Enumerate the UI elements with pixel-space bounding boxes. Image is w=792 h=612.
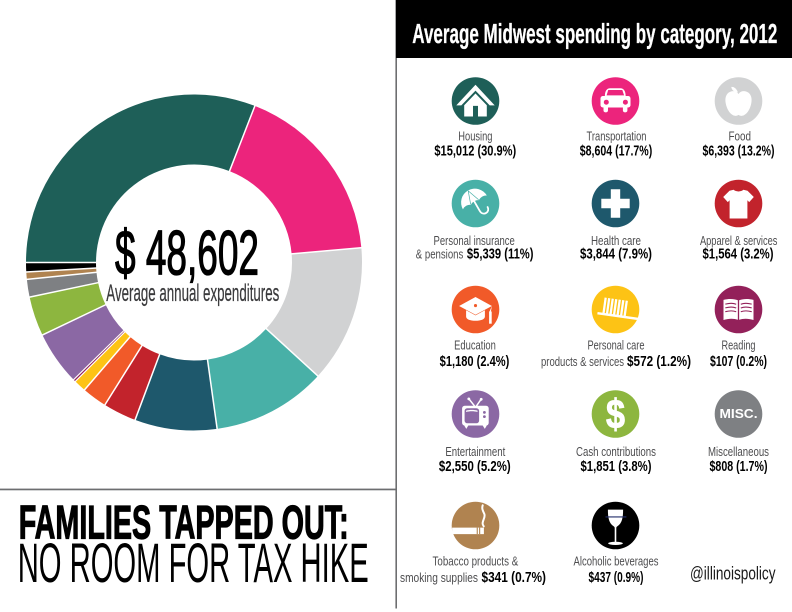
svg-text:$5,339 (11%): $5,339 (11%) <box>467 247 534 263</box>
svg-text:$1,851 (3.8%): $1,851 (3.8%) <box>581 459 652 475</box>
svg-text:products & services: products & services <box>541 354 624 369</box>
svg-text:NO ROOM FOR TAX HIKE: NO ROOM FOR TAX HIKE <box>18 531 369 594</box>
svg-text:$341 (0.7%): $341 (0.7%) <box>482 570 547 586</box>
svg-text:Cash contributions: Cash contributions <box>576 444 656 459</box>
svg-text:$1,180 (2.4%): $1,180 (2.4%) <box>440 354 510 370</box>
svg-text:$6,393 (13.2%): $6,393 (13.2%) <box>703 143 775 159</box>
svg-text:MISC.: MISC. <box>720 407 758 421</box>
svg-text:$572 (1.2%): $572 (1.2%) <box>627 354 691 370</box>
svg-text:@illinoispolicy: @illinoispolicy <box>690 563 776 584</box>
svg-text:Personal insurance: Personal insurance <box>434 233 515 248</box>
svg-text:$8,604 (17.7%): $8,604 (17.7%) <box>580 143 653 159</box>
svg-text:$107 (0.2%): $107 (0.2%) <box>710 354 767 370</box>
svg-text:Personal care: Personal care <box>588 337 645 352</box>
svg-text:$15,012 (30.9%): $15,012 (30.9%) <box>434 143 516 159</box>
svg-text:$2,550 (5.2%): $2,550 (5.2%) <box>439 459 511 475</box>
svg-text:smoking supplies: smoking supplies <box>400 570 478 585</box>
svg-text:FAMILIES TAPPED OUT:: FAMILIES TAPPED OUT: <box>19 497 349 550</box>
svg-text:$808 (1.7%): $808 (1.7%) <box>710 459 768 475</box>
svg-text:Tobacco products &: Tobacco products & <box>433 554 519 569</box>
svg-text:Education: Education <box>454 337 496 352</box>
svg-text:Housing: Housing <box>458 129 492 144</box>
svg-text:Apparel & services: Apparel & services <box>700 233 778 248</box>
svg-text:Average annual expenditures: Average annual expenditures <box>106 280 279 307</box>
svg-text:$437 (0.9%): $437 (0.9%) <box>589 570 644 586</box>
svg-text:$1,564 (3.2%): $1,564 (3.2%) <box>703 247 774 263</box>
svg-text:Miscellaneous: Miscellaneous <box>708 444 769 459</box>
svg-text:$3,844 (7.9%): $3,844 (7.9%) <box>580 247 652 263</box>
svg-text:$: $ <box>606 391 625 437</box>
svg-text:Average Midwest spending by ca: Average Midwest spending by category, 20… <box>412 18 777 49</box>
svg-text:Food: Food <box>728 129 751 144</box>
svg-text:Alcoholic beverages: Alcoholic beverages <box>574 554 659 569</box>
svg-text:Transportation: Transportation <box>587 129 647 144</box>
svg-text:Reading: Reading <box>722 337 756 352</box>
svg-text:$ 48,602: $ 48,602 <box>115 218 259 288</box>
svg-text:Entertainment: Entertainment <box>445 444 505 459</box>
svg-text:Health care: Health care <box>591 233 641 248</box>
svg-text:& pensions: & pensions <box>416 247 464 262</box>
